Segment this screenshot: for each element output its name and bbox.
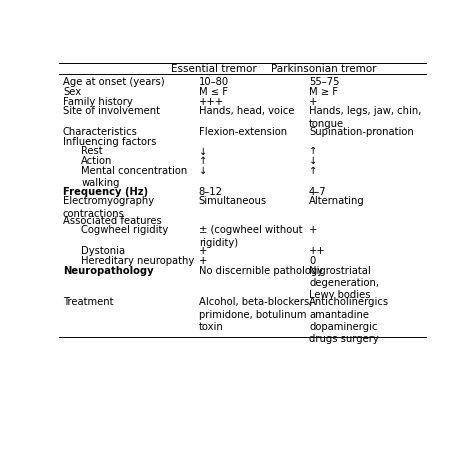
Text: ↑: ↑ xyxy=(199,156,207,166)
Text: +++: +++ xyxy=(199,96,224,106)
Text: Hands, head, voice: Hands, head, voice xyxy=(199,106,294,116)
Text: 8–12: 8–12 xyxy=(199,187,223,197)
Text: Alternating: Alternating xyxy=(309,197,365,207)
Text: Flexion-extension: Flexion-extension xyxy=(199,127,287,137)
Text: Sex: Sex xyxy=(63,87,81,97)
Text: ↑: ↑ xyxy=(309,166,318,176)
Text: No discernible pathology: No discernible pathology xyxy=(199,266,323,276)
Text: Simultaneous: Simultaneous xyxy=(199,197,267,207)
Text: Age at onset (years): Age at onset (years) xyxy=(63,77,164,87)
Text: 4–7: 4–7 xyxy=(309,187,327,197)
Text: 0: 0 xyxy=(309,256,315,266)
Text: 55–75: 55–75 xyxy=(309,77,339,87)
Text: +: + xyxy=(199,256,207,266)
Text: Site of involvement: Site of involvement xyxy=(63,106,160,116)
Text: Associated features: Associated features xyxy=(63,216,162,226)
Text: ↓: ↓ xyxy=(199,166,207,176)
Text: Characteristics: Characteristics xyxy=(63,127,138,137)
Text: Rest: Rest xyxy=(82,147,103,157)
Text: ± (cogwheel without
rigidity): ± (cogwheel without rigidity) xyxy=(199,225,302,248)
Text: Essential tremor: Essential tremor xyxy=(171,64,256,74)
Text: Neuropathology: Neuropathology xyxy=(63,266,154,276)
Text: Influencing factors: Influencing factors xyxy=(63,137,156,147)
Text: Supination-pronation: Supination-pronation xyxy=(309,127,414,137)
Text: Anticholinergics
amantadine
dopaminergic
drugs surgery: Anticholinergics amantadine dopaminergic… xyxy=(309,297,389,344)
Text: +: + xyxy=(309,225,318,235)
Text: ↓: ↓ xyxy=(199,147,207,157)
Text: Hereditary neuropathy: Hereditary neuropathy xyxy=(82,256,194,266)
Text: Electromyography
contractions: Electromyography contractions xyxy=(63,197,154,219)
Text: +: + xyxy=(309,96,318,106)
Text: ↑: ↑ xyxy=(309,147,318,157)
Text: Cogwheel rigidity: Cogwheel rigidity xyxy=(82,225,169,235)
Text: ↓: ↓ xyxy=(309,156,318,166)
Text: Hands, legs, jaw, chin,
tongue: Hands, legs, jaw, chin, tongue xyxy=(309,106,421,129)
Text: ++: ++ xyxy=(309,246,326,256)
Text: Action: Action xyxy=(82,156,113,166)
Text: 10–80: 10–80 xyxy=(199,77,229,87)
Text: Treatment: Treatment xyxy=(63,297,113,307)
Text: Parkinsonian tremor: Parkinsonian tremor xyxy=(271,64,376,74)
Text: M ≤ F: M ≤ F xyxy=(199,87,228,97)
Text: Nigrostriatal
degeneration,
Lewy bodies: Nigrostriatal degeneration, Lewy bodies xyxy=(309,266,379,300)
Text: Dystonia: Dystonia xyxy=(82,246,126,256)
Text: Frequency (Hz): Frequency (Hz) xyxy=(63,187,148,197)
Text: Family history: Family history xyxy=(63,96,133,106)
Text: +: + xyxy=(199,246,207,256)
Text: Alcohol, beta-blockers,
primidone, botulinum
toxin: Alcohol, beta-blockers, primidone, botul… xyxy=(199,297,312,332)
Text: M ≥ F: M ≥ F xyxy=(309,87,338,97)
Text: Mental concentration
walking: Mental concentration walking xyxy=(82,166,188,188)
